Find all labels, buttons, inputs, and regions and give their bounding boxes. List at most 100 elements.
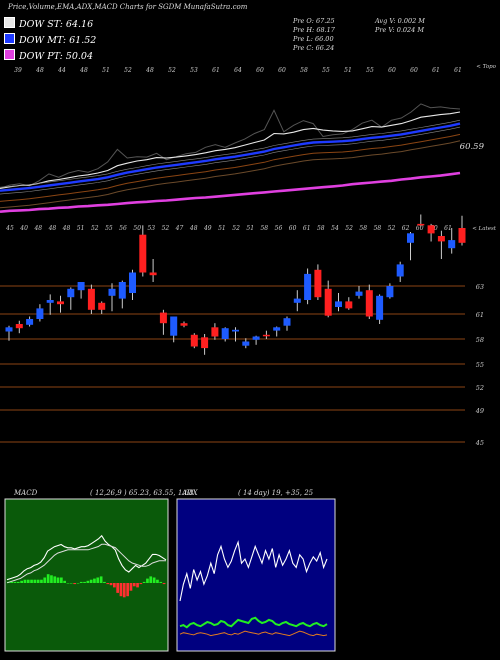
- candle-up: [67, 288, 75, 298]
- candle-up: [26, 319, 34, 325]
- stat-low: Pre L: 66.00: [293, 35, 334, 43]
- price-tick-label: 58: [317, 225, 325, 232]
- candle-up: [448, 240, 456, 249]
- candle-down: [87, 288, 95, 310]
- ema-tick-label: 60: [278, 67, 286, 74]
- ema-pt-line: [0, 171, 461, 213]
- price-tick-label: 56: [119, 225, 127, 232]
- ema-top-label: < Topo: [476, 64, 496, 70]
- legend-label-st: DOW ST: 64.16: [19, 19, 94, 30]
- candle-down: [159, 312, 167, 324]
- macd-histogram-bar: [113, 583, 116, 588]
- macd-background: [4, 498, 169, 652]
- macd-histogram-bar: [63, 580, 66, 583]
- price-axis-label: 52: [476, 384, 484, 392]
- price-tick-label: 47: [175, 225, 184, 232]
- macd-histogram-bar: [159, 581, 163, 583]
- candle-down: [139, 234, 147, 273]
- macd-histogram-bar: [10, 581, 13, 583]
- macd-histogram-bar: [136, 583, 139, 588]
- price-tick-label: 61: [444, 225, 452, 232]
- macd-histogram-bar: [132, 583, 136, 587]
- ema-st-line: [0, 111, 461, 190]
- ema-aux-line: [0, 126, 461, 195]
- macd-label: MACD: [14, 489, 38, 497]
- macd-histogram-bar: [96, 577, 100, 583]
- candle-down: [437, 236, 445, 242]
- stat-avg-volume: Avg V: 0.002 M: [375, 17, 425, 25]
- macd-histogram-bar: [46, 574, 50, 583]
- macd-histogram-bar: [40, 579, 43, 583]
- adx-params: ( 14 day) 19, +35, 25: [238, 489, 314, 497]
- macd-line: [6, 534, 167, 581]
- price-tick-label: 58: [374, 225, 382, 232]
- adx-minus-di-line: [179, 630, 328, 637]
- macd-histogram-bar: [146, 578, 149, 583]
- candle-down: [98, 302, 106, 310]
- macd-histogram-bar: [73, 583, 76, 585]
- price-axis-label: 49: [475, 407, 484, 415]
- price-tick-label: 52: [162, 225, 170, 232]
- price-tick-label: 52: [91, 225, 99, 232]
- macd-histogram-bar: [152, 577, 156, 583]
- price-panel: 63 61 58 55 52 49 45 45 40 48 48 48 51 52 55 56 50 53 52 47…: [0, 214, 497, 447]
- ema-tick-label: 48: [79, 67, 88, 74]
- candle-down: [190, 334, 198, 347]
- macd-histogram-bar: [76, 583, 80, 584]
- ema-tick-label: 51: [344, 67, 352, 74]
- price-tick-label: 58: [260, 225, 268, 232]
- candle-down: [458, 228, 466, 243]
- candle-up: [36, 308, 44, 319]
- candle-up: [77, 282, 85, 291]
- price-tick-label: 61: [303, 225, 311, 232]
- macd-histogram-bar: [60, 577, 63, 583]
- adx-plus-di-line: [179, 616, 328, 629]
- ema-tick-label: 60: [410, 67, 418, 74]
- macd-histogram-bar: [50, 575, 53, 583]
- price-top-label: < Latest: [472, 226, 497, 232]
- ema-value-label: 60.59: [460, 142, 485, 152]
- macd-histogram-bar: [93, 578, 96, 583]
- candle-down: [211, 327, 219, 337]
- ema-tick-label: 55: [366, 67, 374, 74]
- ema-panel: 39 48 44 48 51 52 48 52 53 61 64 60 60 58 55 51 55 60 60 61…: [0, 64, 497, 213]
- stat-pre-volume: Pre V: 0.024 M: [375, 26, 425, 34]
- price-tick-label: 45: [5, 225, 14, 232]
- price-tick-label: 58: [359, 225, 367, 232]
- ema-band-line: [0, 133, 461, 202]
- candle-up: [273, 327, 281, 331]
- candle-up: [118, 282, 126, 299]
- price-tick-label: 54: [331, 225, 339, 232]
- price-tick-label: 56: [275, 225, 283, 232]
- candle-up: [304, 273, 312, 300]
- macd-histogram-bar: [106, 583, 110, 585]
- price-axis-label: 55: [476, 361, 484, 369]
- macd-histogram-bar: [122, 583, 126, 598]
- candle-up: [355, 291, 363, 296]
- ema-mt-line: [0, 122, 461, 192]
- candle-down: [417, 223, 425, 226]
- ema-tick-label: 52: [168, 67, 176, 74]
- price-axis-label: 58: [476, 336, 484, 344]
- candle-down: [365, 290, 373, 317]
- macd-histogram-bar: [33, 579, 37, 583]
- macd-histogram-bar: [56, 577, 60, 583]
- candle-down: [314, 269, 322, 298]
- price-tick-label: 40: [19, 225, 28, 232]
- price-tick-label: 55: [105, 225, 113, 232]
- price-tick-label: 48: [62, 225, 71, 232]
- macd-histogram-bar: [13, 581, 17, 583]
- macd-histogram-bar: [142, 581, 146, 583]
- stat-open: Pre O: 67.25: [293, 17, 335, 25]
- candle-up: [232, 329, 239, 332]
- candle-down: [324, 288, 332, 316]
- ema-tick-label: 60: [256, 67, 264, 74]
- macd-histogram-bar: [26, 579, 30, 583]
- candle-up: [5, 327, 13, 332]
- adx-line: [179, 540, 328, 602]
- price-axis-label: 61: [476, 311, 484, 319]
- price-tick-label: 52: [345, 225, 353, 232]
- price-tick-label: 48: [48, 225, 57, 232]
- candle-down: [262, 334, 270, 337]
